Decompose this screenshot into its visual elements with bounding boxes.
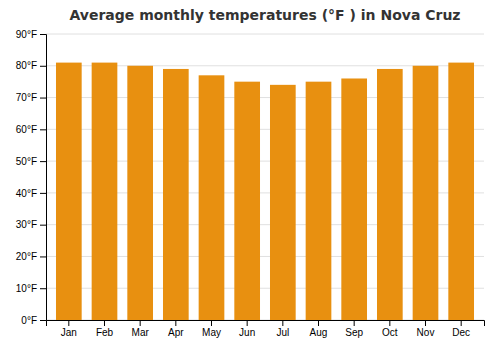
tick: Apr [168,320,184,338]
tick: 50°F [16,156,46,167]
bar [163,69,189,320]
plot-area: 0°F 10°F 20°F 30°F 40°F 50°F 60°F 70°F 80°F 90°F J… [16,29,485,338]
tick-mark [40,66,46,67]
tick-label: Apr [168,327,184,338]
x-axis: Jan Feb Mar Apr May Jun Jul Aug Sep Oct Nov Dec [47,320,485,338]
tick-label: Oct [382,327,398,338]
title: Average monthly temperatures (°F ) in No… [69,7,460,23]
tick-label: Dec [452,327,470,338]
tick: 10°F [16,283,46,294]
bar [92,63,118,320]
tick-mark [40,288,46,289]
bars [56,63,474,320]
tick: Dec [452,320,470,338]
tick-mark [211,320,212,326]
tick-label: 90°F [16,29,37,40]
tick-label: Jul [276,327,289,338]
bar [341,78,367,320]
tick-mark [40,256,46,257]
tick: Mar [132,320,150,338]
axis-line [47,321,485,327]
tick-label: 80°F [16,60,37,71]
tick-mark [175,320,176,326]
tick: 40°F [16,188,46,199]
bar [127,66,153,320]
tick: Feb [96,320,114,338]
tick-mark [40,34,46,35]
tick: Aug [310,320,328,338]
tick-mark [140,320,141,326]
tick: 70°F [16,92,46,103]
tick-label: 60°F [16,124,37,135]
tick-mark [461,320,462,326]
tick-mark [40,98,46,99]
tick-label: Sep [345,327,363,338]
tick: 80°F [16,60,46,71]
tick-mark [40,129,46,130]
tick: Jan [61,320,77,338]
tick: 30°F [16,219,46,230]
y-axis: 0°F 10°F 20°F 30°F 40°F 50°F 60°F 70°F 80°F 90°F [16,29,47,326]
bar [199,75,225,320]
tick: 60°F [16,124,46,135]
tick: May [202,320,221,338]
tick-mark [40,193,46,194]
bar [270,85,296,320]
tick-label: 50°F [16,156,37,167]
tick: Oct [382,320,398,338]
grid [46,34,484,320]
tick: 0°F [21,315,46,326]
tick-label: Feb [96,327,114,338]
tick-mark [247,320,248,326]
tick-label: Jan [61,327,77,338]
tick-label: Jun [239,327,255,338]
tick-label: 70°F [16,92,37,103]
tick-label: 40°F [16,188,37,199]
tick-mark [354,320,355,326]
bar [377,69,403,320]
tick-mark [40,161,46,162]
grid-line [46,34,484,35]
bar [448,63,474,320]
tick: Jun [239,320,255,338]
axis-line [40,35,47,321]
tick-label: 10°F [16,283,37,294]
tick-mark [282,320,283,326]
tick-mark [389,320,390,326]
bar [413,66,439,320]
tick-mark [318,320,319,326]
bar [306,82,332,320]
tick: Nov [417,320,435,338]
tick-mark [40,225,46,226]
tick: 90°F [16,29,46,40]
tick: Jul [276,320,289,338]
tick-mark [40,320,46,321]
tick: Sep [345,320,363,338]
tick-label: Nov [417,327,435,338]
tick-label: 0°F [21,315,37,326]
tick-mark [104,320,105,326]
tick-label: 30°F [16,219,37,230]
tick-label: May [202,327,221,338]
bar [234,82,260,320]
chart: 0°F 10°F 20°F 30°F 40°F 50°F 60°F 70°F 80°F 90°F J… [0,0,500,350]
bar [56,63,82,320]
tick-label: Mar [132,327,150,338]
tick-label: 20°F [16,251,37,262]
tick: 20°F [16,251,46,262]
tick-mark [68,320,69,326]
tick-mark [425,320,426,326]
tick-label: Aug [310,327,328,338]
